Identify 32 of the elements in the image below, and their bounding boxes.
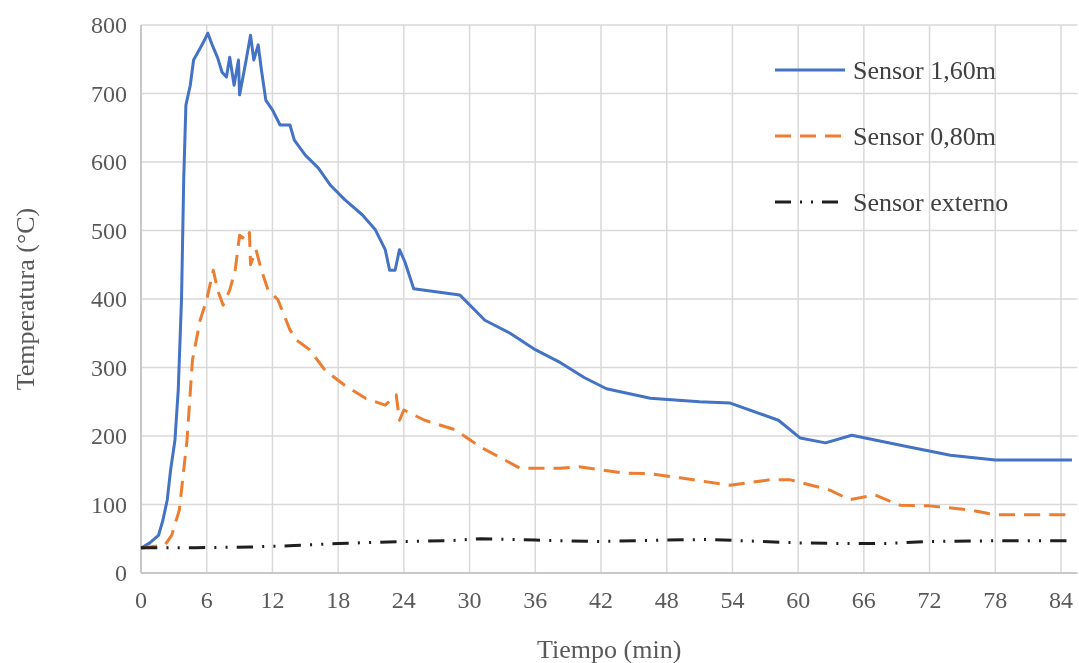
x-tick-label: 42 [589, 587, 613, 613]
x-tick-label: 6 [200, 587, 213, 613]
y-tick-label: 200 [91, 423, 127, 450]
line-series [139, 231, 1067, 550]
y-tick-label: 800 [91, 12, 127, 39]
line-series [139, 537, 1068, 550]
x-tick-label: 30 [457, 587, 482, 613]
x-tick-label: 12 [260, 587, 285, 613]
y-tick-label: 300 [91, 354, 127, 381]
y-tick-label: 0 [115, 560, 127, 587]
y-tick-label: 500 [91, 217, 127, 244]
x-tick-label: 24 [391, 587, 416, 613]
x-tick-label: 72 [917, 587, 942, 613]
x-tick-label: 78 [983, 587, 1008, 613]
x-tick-label: 84 [1049, 587, 1073, 613]
line-series [139, 31, 1074, 550]
x-tick-label: 48 [654, 587, 679, 613]
x-axis-title: Tiempo (min) [537, 635, 682, 663]
x-tick-label: 54 [720, 587, 745, 613]
x-tick-label: 36 [523, 587, 548, 613]
legend-label: Sensor externo [853, 188, 1009, 218]
y-axis-title: Temperatura (°C) [11, 207, 40, 391]
x-tick-label: 60 [786, 587, 811, 613]
legend-label: Sensor 0,80m [853, 122, 996, 152]
x-tick-label: 66 [851, 587, 876, 613]
x-tick-label: 0 [135, 587, 147, 613]
x-tick-label: 18 [326, 587, 351, 613]
y-tick-label: 600 [91, 149, 127, 176]
legend-label: Sensor 1,60m [853, 56, 996, 86]
y-tick-label: 100 [91, 491, 127, 518]
y-tick-label: 400 [91, 286, 127, 313]
y-tick-label: 700 [91, 80, 127, 107]
